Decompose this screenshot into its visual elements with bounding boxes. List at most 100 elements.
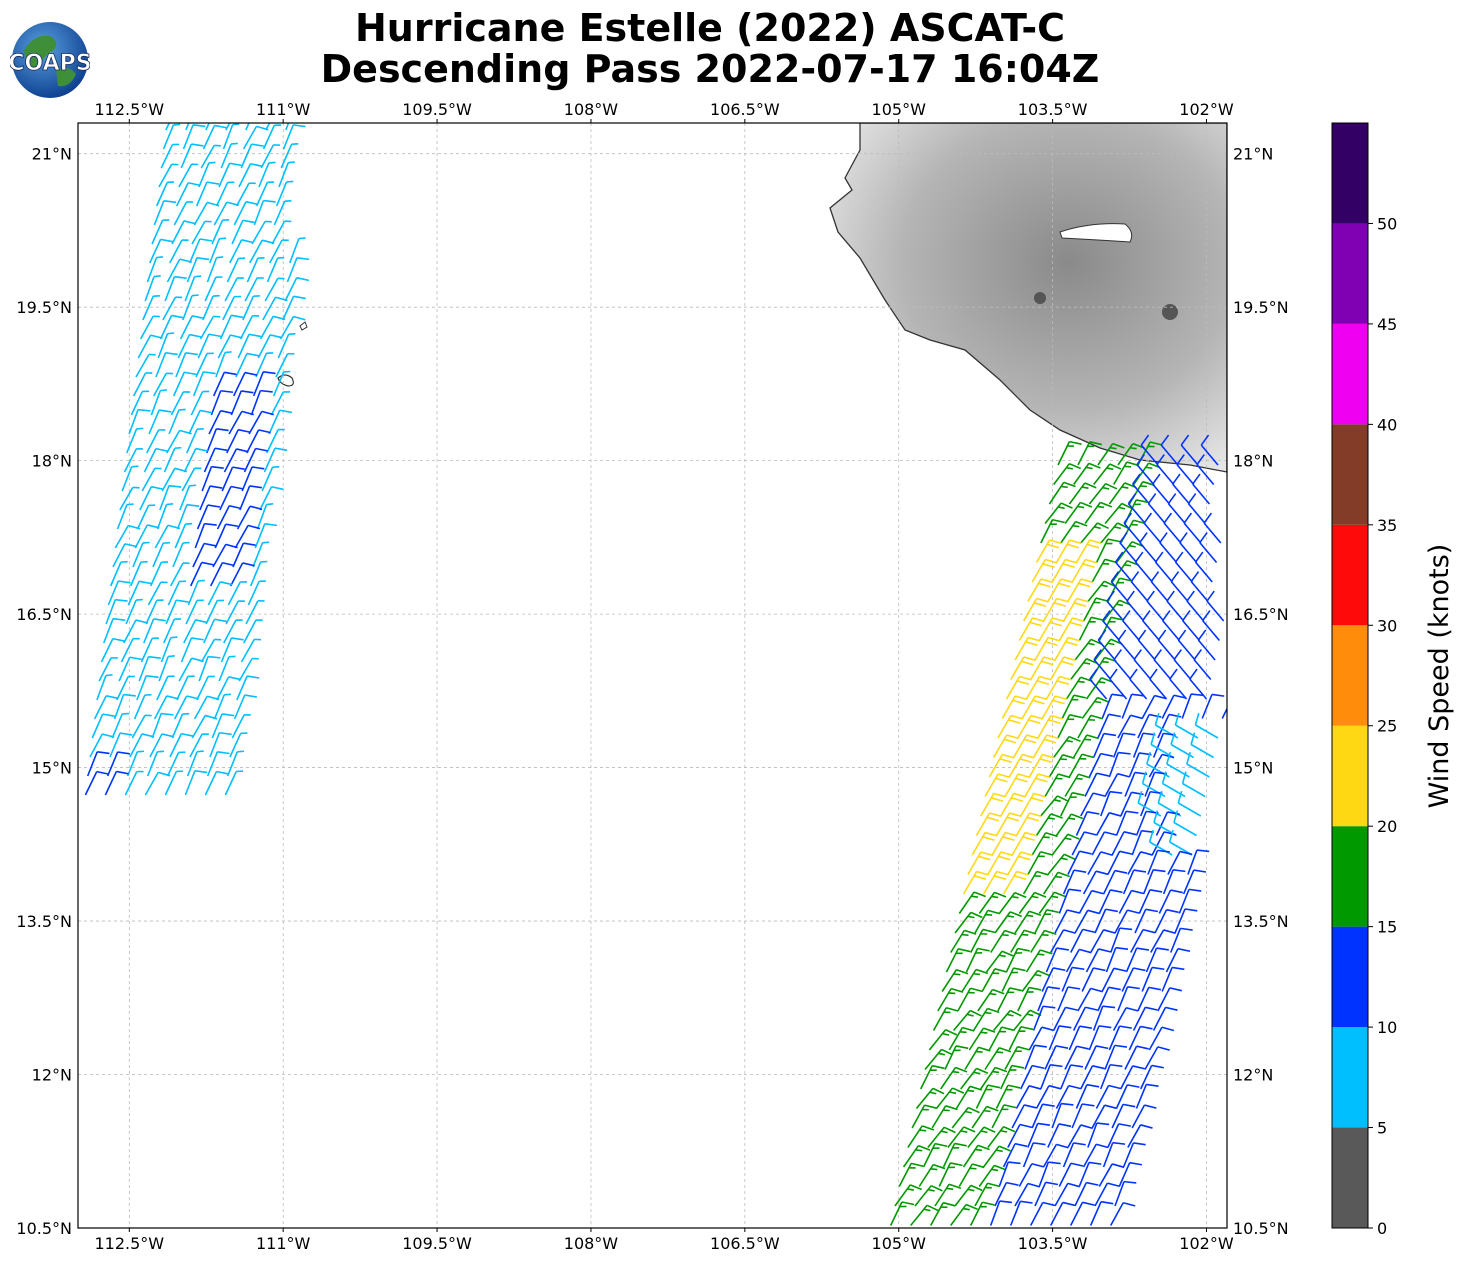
wind-barb [237, 333, 262, 359]
wind-barb [1112, 732, 1136, 758]
wind-barb [120, 637, 140, 663]
wind-barb [173, 201, 194, 226]
wind-barb [184, 770, 208, 796]
wind-barb [1145, 947, 1169, 973]
wind-barb [196, 504, 221, 530]
wind-barb [171, 220, 197, 245]
wind-barb [179, 315, 205, 340]
wind-barb [1073, 462, 1101, 485]
wind-barb [1092, 732, 1117, 758]
wind-barb [217, 334, 243, 359]
wind-barb [1137, 713, 1162, 739]
wind-barb [1087, 580, 1116, 603]
wind-barb [1018, 617, 1045, 641]
wind-barb [189, 561, 215, 587]
wind-barb [1077, 987, 1103, 1012]
wind-barb [1115, 540, 1144, 563]
wind-barb [191, 714, 218, 739]
wind-barb [1064, 773, 1091, 797]
lat-tick-label: 18°N [1233, 452, 1273, 471]
wind-barb [111, 712, 129, 739]
wind-barb [175, 352, 198, 378]
wind-barb [1190, 571, 1209, 603]
wind-barb [269, 239, 289, 264]
wind-barb [143, 447, 169, 473]
colorbar-tick-label: 50 [1377, 214, 1397, 233]
wind-barb [142, 295, 161, 321]
wind-barb [216, 504, 242, 530]
wind-barb [1133, 649, 1152, 681]
wind-barb [947, 1126, 976, 1148]
wind-barb [246, 257, 265, 283]
wind-barb [1027, 1122, 1051, 1148]
wind-barb [1031, 831, 1058, 856]
wind-barb [1008, 1025, 1034, 1051]
wind-barb [1092, 1005, 1116, 1031]
wind-barb [220, 637, 244, 663]
wind-barb [982, 870, 1009, 895]
wind-barb [1167, 850, 1193, 875]
wind-barb [1109, 1201, 1136, 1226]
wind-barb [1122, 1142, 1146, 1168]
wind-barb [1050, 929, 1076, 953]
wind-barb [144, 275, 161, 302]
wind-barb [1074, 909, 1100, 934]
wind-barb [1121, 693, 1145, 719]
wind-barb [1156, 454, 1175, 486]
wind-barb [994, 1181, 1019, 1207]
wind-barb [135, 353, 156, 378]
wind-barb [234, 524, 261, 549]
wind-barb [1117, 714, 1143, 739]
wind-barb [1094, 1182, 1120, 1207]
wind-barb [169, 562, 190, 587]
wind-barb [1062, 869, 1087, 895]
wind-barb [213, 693, 231, 720]
wind-barb [192, 542, 217, 568]
wind-barb [1142, 610, 1161, 642]
wind-barb [1034, 636, 1061, 661]
axis-ticks: 112.5°W 112.5°W 111°W 111°W 109.5°W 109.5°W 10… [16, 100, 1288, 1253]
wind-barb [173, 695, 199, 720]
wind-barb [208, 409, 233, 435]
wind-barb [995, 812, 1022, 836]
wind-barb [1035, 539, 1062, 563]
wind-barb [1117, 986, 1140, 1012]
lake-chapala [1059, 223, 1133, 243]
wind-barb [204, 276, 223, 302]
wind-barb [185, 123, 190, 131]
wind-barb [259, 485, 284, 511]
wind-barb [181, 467, 202, 492]
wind-barb [124, 770, 144, 796]
wind-barb [185, 599, 204, 625]
wind-barb [992, 734, 1019, 758]
wind-barb [260, 144, 281, 169]
wind-barb [210, 389, 234, 416]
lat-tick-label: 12°N [1233, 1066, 1273, 1085]
wind-barb [1153, 649, 1172, 681]
wind-barb [1014, 636, 1041, 661]
wind-barb [222, 123, 240, 150]
wind-barb [1061, 966, 1085, 992]
lon-tick-label: 111°W [256, 1234, 311, 1253]
wind-barb [211, 713, 235, 739]
wind-barb [243, 447, 268, 473]
wind-barb [218, 162, 242, 188]
wind-barb [1090, 929, 1116, 953]
wind-barb [275, 352, 295, 378]
lon-tick-label: 109.5°W [402, 100, 472, 119]
wind-barb [242, 125, 269, 150]
wind-barb [189, 238, 213, 264]
wind-barb [1126, 590, 1145, 622]
wind-barb [907, 1125, 935, 1148]
wind-barb [1114, 551, 1133, 583]
wind-barb [140, 637, 159, 663]
wind-barb [1045, 675, 1072, 700]
wind-barb [162, 123, 181, 150]
wind-barb [1161, 694, 1187, 719]
wind-barb [1022, 597, 1049, 622]
wind-barb [1088, 752, 1113, 778]
wind-barb [168, 408, 186, 435]
wind-barb [1101, 967, 1127, 992]
wind-barb [1088, 1025, 1112, 1051]
colorbar-bin [1332, 1127, 1368, 1228]
